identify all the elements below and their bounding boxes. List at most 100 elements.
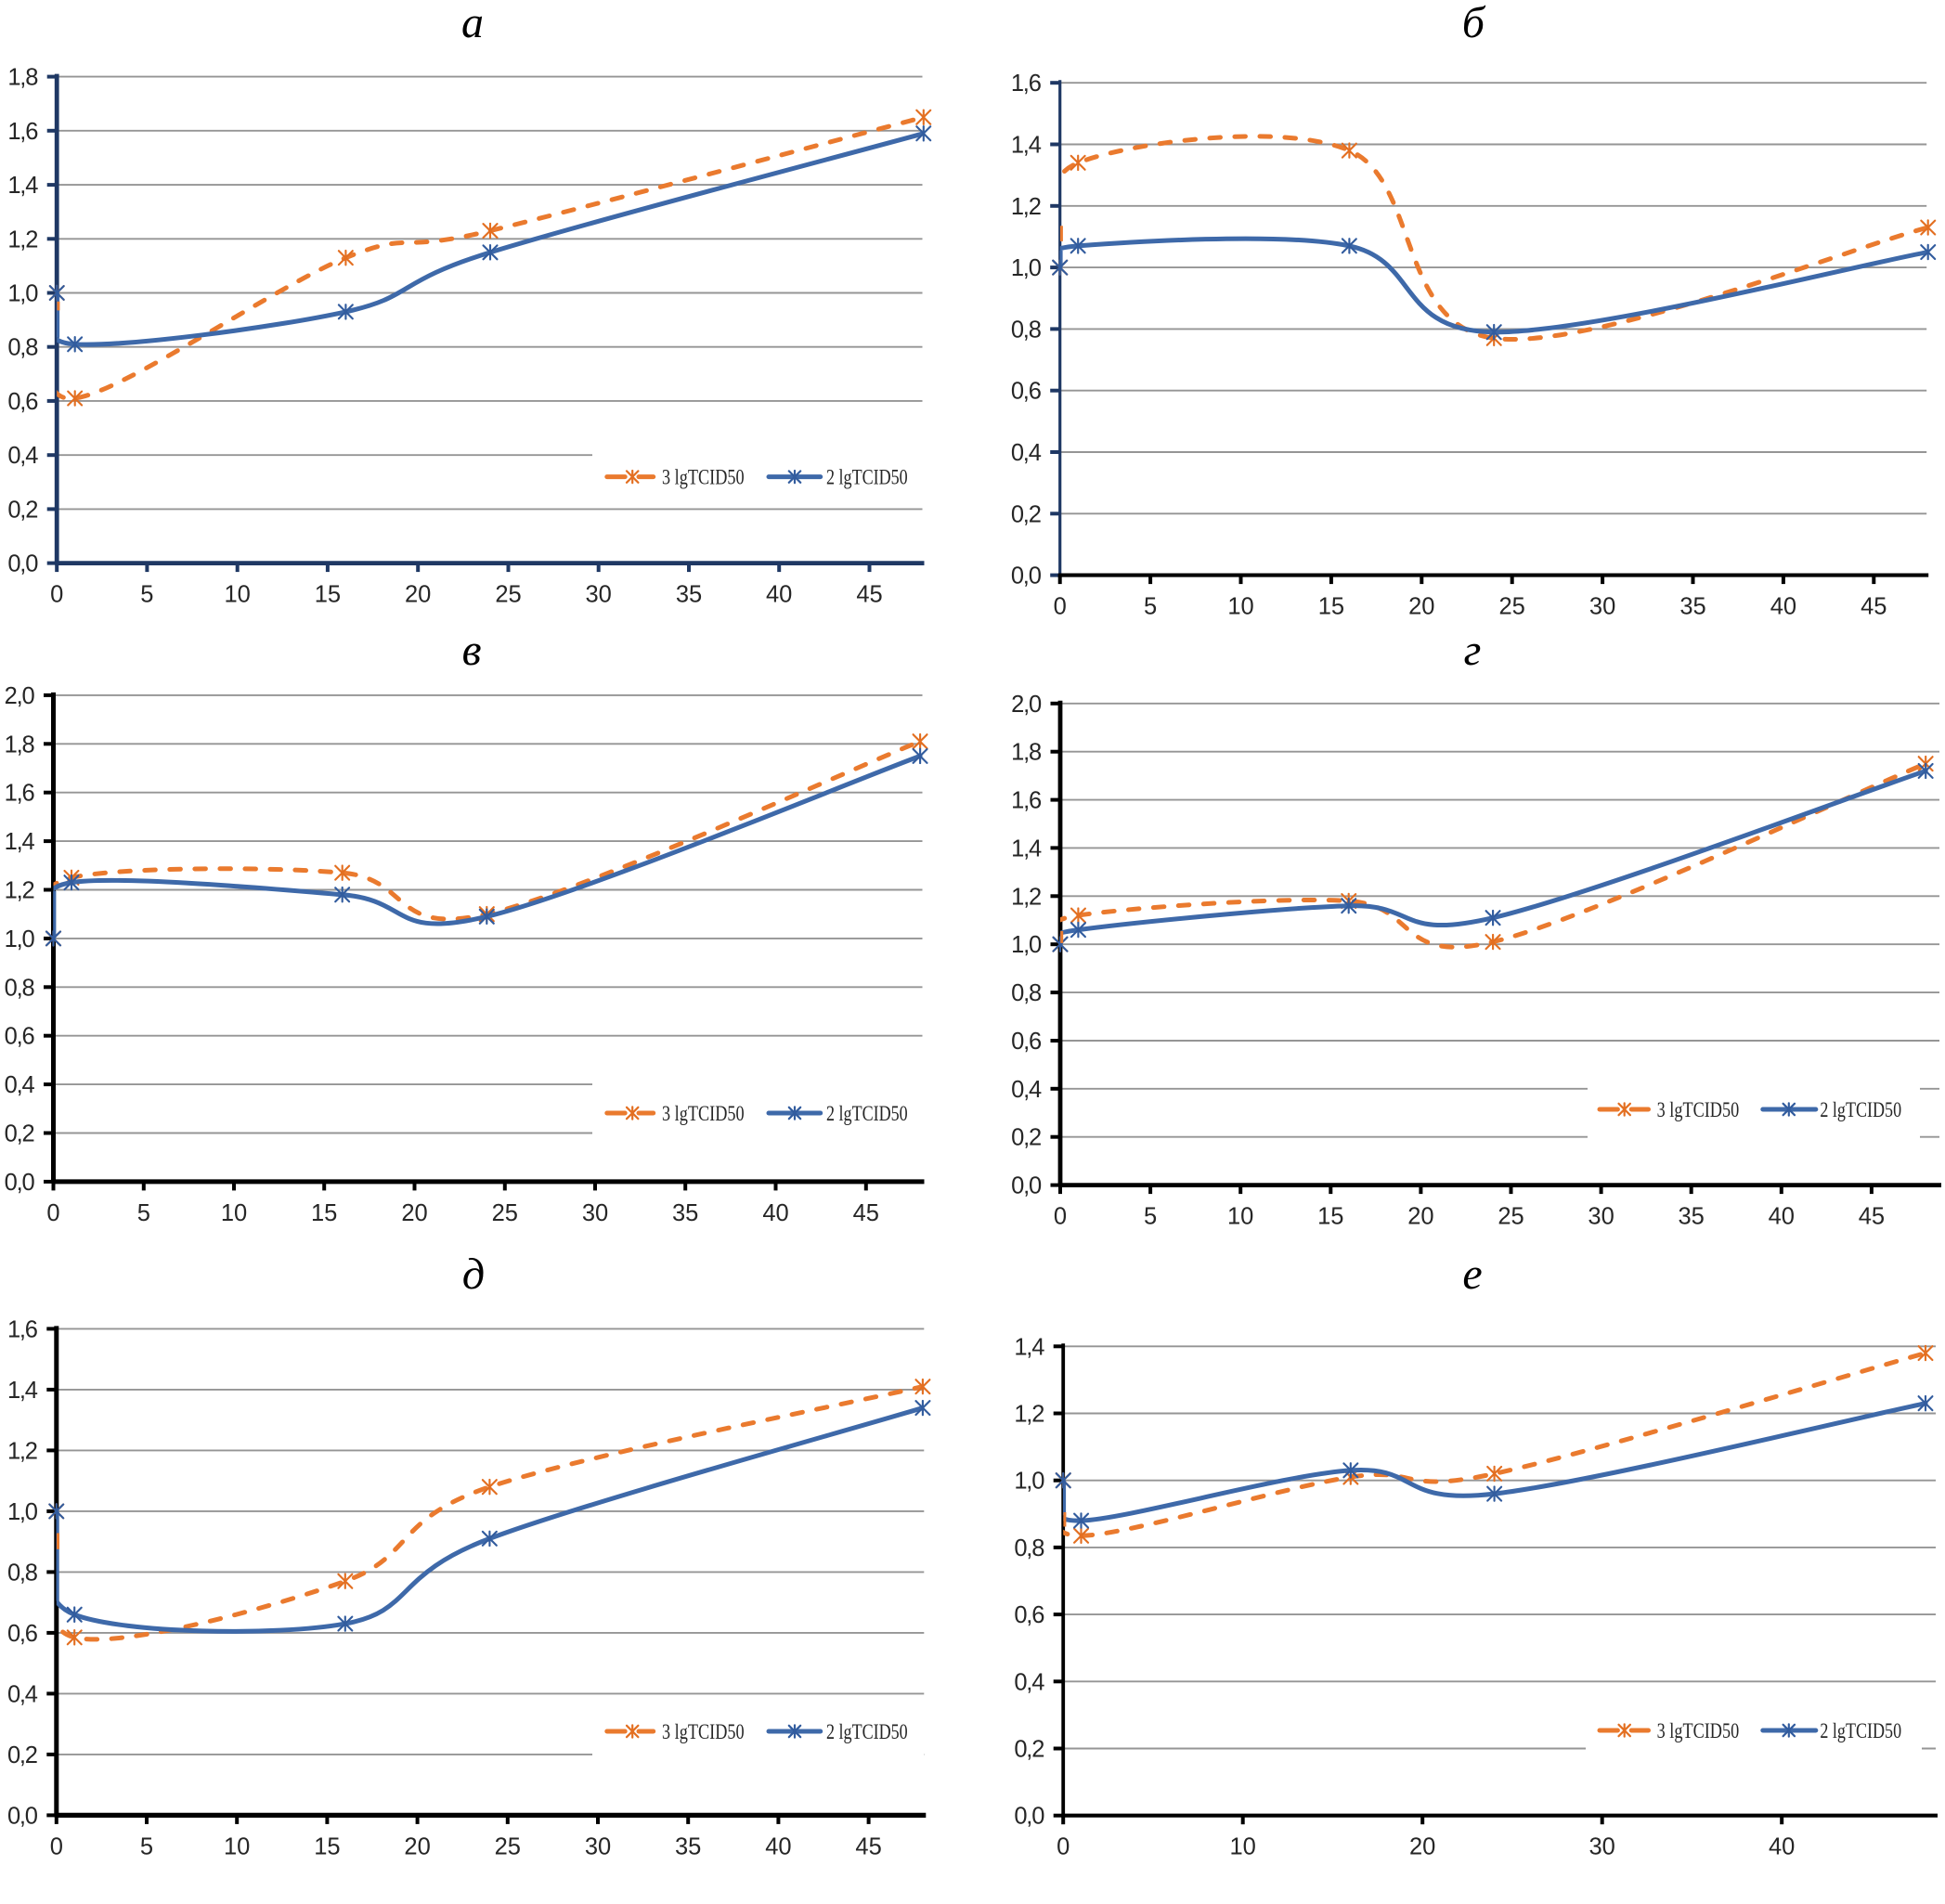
svg-text:10: 10 — [1227, 594, 1253, 620]
svg-text:1,0: 1,0 — [1011, 932, 1042, 958]
svg-text:30: 30 — [1589, 1834, 1615, 1860]
svg-text:3 lgTCID50: 3 lgTCID50 — [1657, 1098, 1740, 1122]
svg-text:25: 25 — [1498, 1204, 1524, 1230]
svg-text:1,8: 1,8 — [1011, 740, 1042, 766]
svg-text:20: 20 — [404, 1833, 430, 1859]
svg-text:35: 35 — [675, 1833, 701, 1859]
svg-text:10: 10 — [225, 582, 251, 608]
svg-text:30: 30 — [585, 1833, 611, 1859]
svg-text:3 lgTCID50: 3 lgTCID50 — [662, 1720, 745, 1744]
svg-text:0: 0 — [50, 1833, 63, 1859]
svg-text:45: 45 — [855, 1833, 881, 1859]
svg-text:1,2: 1,2 — [7, 1438, 37, 1464]
svg-text:0,4: 0,4 — [1014, 1669, 1044, 1695]
svg-text:0,2: 0,2 — [7, 497, 37, 523]
svg-text:0,0: 0,0 — [7, 551, 38, 577]
svg-text:5: 5 — [1144, 1204, 1157, 1230]
svg-text:1,6: 1,6 — [1011, 71, 1042, 97]
svg-text:15: 15 — [1318, 594, 1344, 620]
svg-text:15: 15 — [311, 1200, 337, 1226]
svg-text:5: 5 — [140, 582, 153, 608]
svg-text:25: 25 — [1499, 594, 1525, 620]
svg-text:0,4: 0,4 — [7, 1681, 38, 1707]
svg-text:г: г — [1464, 626, 1482, 675]
svg-text:40: 40 — [1770, 594, 1796, 620]
svg-text:б: б — [1462, 0, 1486, 47]
svg-text:2 lgTCID50: 2 lgTCID50 — [826, 466, 908, 490]
svg-text:35: 35 — [676, 582, 702, 608]
svg-text:5: 5 — [1144, 594, 1157, 620]
svg-text:0,6: 0,6 — [7, 1621, 38, 1647]
svg-text:0,8: 0,8 — [7, 1560, 38, 1586]
svg-text:30: 30 — [586, 582, 612, 608]
svg-text:30: 30 — [582, 1200, 608, 1226]
svg-text:1,8: 1,8 — [5, 732, 35, 758]
svg-text:1,2: 1,2 — [1014, 1402, 1044, 1428]
svg-text:40: 40 — [762, 1200, 788, 1226]
svg-text:0: 0 — [50, 582, 63, 608]
svg-text:5: 5 — [140, 1833, 153, 1859]
svg-text:0,8: 0,8 — [1011, 980, 1042, 1006]
svg-text:45: 45 — [853, 1200, 879, 1226]
svg-text:1,4: 1,4 — [1011, 835, 1042, 861]
svg-text:45: 45 — [1861, 594, 1887, 620]
svg-text:0: 0 — [1054, 594, 1067, 620]
svg-text:30: 30 — [1588, 1204, 1614, 1230]
svg-text:10: 10 — [221, 1200, 247, 1226]
svg-text:20: 20 — [1409, 1834, 1435, 1860]
svg-text:0,0: 0,0 — [5, 1170, 35, 1196]
svg-text:15: 15 — [314, 1833, 340, 1859]
svg-text:3 lgTCID50: 3 lgTCID50 — [662, 1102, 745, 1126]
svg-text:2 lgTCID50: 2 lgTCID50 — [1820, 1098, 1901, 1122]
svg-text:20: 20 — [1407, 1204, 1433, 1230]
svg-text:0,4: 0,4 — [7, 443, 38, 469]
svg-text:0,2: 0,2 — [7, 1742, 37, 1768]
svg-text:1,4: 1,4 — [1014, 1334, 1044, 1360]
svg-text:0,4: 0,4 — [1011, 1077, 1042, 1103]
svg-text:е: е — [1462, 1250, 1482, 1299]
svg-text:3 lgTCID50: 3 lgTCID50 — [662, 466, 745, 490]
svg-text:д: д — [462, 1250, 485, 1299]
svg-text:0,6: 0,6 — [1011, 379, 1042, 405]
svg-text:в: в — [462, 626, 482, 675]
svg-text:0,2: 0,2 — [5, 1121, 34, 1147]
svg-text:0,6: 0,6 — [5, 1024, 35, 1050]
svg-text:1,4: 1,4 — [7, 173, 38, 199]
svg-text:3 lgTCID50: 3 lgTCID50 — [1657, 1719, 1740, 1743]
svg-text:а: а — [461, 0, 484, 47]
svg-text:1,6: 1,6 — [7, 119, 38, 145]
svg-text:1,2: 1,2 — [1011, 884, 1041, 910]
svg-text:1,6: 1,6 — [1011, 788, 1042, 814]
svg-text:25: 25 — [495, 582, 521, 608]
svg-text:0,6: 0,6 — [7, 389, 38, 415]
svg-text:1,4: 1,4 — [1011, 133, 1042, 159]
svg-text:0,2: 0,2 — [1011, 501, 1041, 527]
svg-text:1,0: 1,0 — [1011, 255, 1042, 281]
svg-text:40: 40 — [1769, 1204, 1795, 1230]
svg-text:0,2: 0,2 — [1011, 1125, 1041, 1151]
svg-text:40: 40 — [765, 1833, 791, 1859]
svg-text:40: 40 — [1769, 1834, 1795, 1860]
svg-text:1,4: 1,4 — [7, 1378, 38, 1404]
svg-text:35: 35 — [1679, 594, 1705, 620]
svg-text:5: 5 — [137, 1200, 150, 1226]
svg-text:10: 10 — [224, 1833, 250, 1859]
svg-text:0,2: 0,2 — [1014, 1737, 1044, 1763]
svg-text:20: 20 — [1408, 594, 1434, 620]
svg-text:10: 10 — [1230, 1834, 1256, 1860]
svg-text:0,0: 0,0 — [1014, 1804, 1044, 1830]
svg-text:1,8: 1,8 — [7, 65, 38, 91]
svg-text:0: 0 — [1054, 1204, 1067, 1230]
svg-text:40: 40 — [766, 582, 792, 608]
svg-text:1,2: 1,2 — [5, 878, 34, 904]
svg-text:1,0: 1,0 — [7, 1499, 38, 1525]
svg-text:30: 30 — [1589, 594, 1615, 620]
svg-text:2 lgTCID50: 2 lgTCID50 — [1820, 1719, 1901, 1743]
svg-text:0,8: 0,8 — [1011, 317, 1042, 343]
svg-text:0,6: 0,6 — [1014, 1602, 1044, 1628]
svg-text:25: 25 — [492, 1200, 518, 1226]
svg-text:2 lgTCID50: 2 lgTCID50 — [826, 1720, 908, 1744]
svg-text:0,6: 0,6 — [1011, 1029, 1042, 1055]
svg-text:10: 10 — [1227, 1204, 1253, 1230]
svg-text:0: 0 — [1057, 1834, 1070, 1860]
